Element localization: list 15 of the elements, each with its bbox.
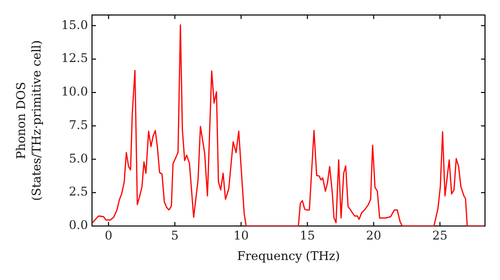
x-tick-label: 0 (104, 228, 112, 242)
y-tick-label: 10.0 (61, 84, 88, 99)
x-axis-title: Frequency (THz) (237, 248, 340, 263)
y-tick-label: 2.5 (68, 184, 88, 199)
y-tick-label: 0.0 (68, 218, 88, 232)
y-axis-title: Phonon DOS (States/THz·primitive cell) (14, 40, 44, 201)
x-tick-label: 5 (171, 228, 179, 242)
y-tick-label: 7.5 (68, 118, 88, 132)
y-tick-label: 5.0 (68, 151, 88, 166)
x-tick-label: 20 (366, 228, 382, 242)
x-tick-label: 10 (233, 228, 249, 242)
x-tick-label: 25 (432, 228, 448, 242)
x-tick-label: 15 (300, 228, 316, 242)
y-tick-label: 15.0 (61, 18, 88, 32)
y-tick-label: 12.5 (61, 51, 88, 66)
